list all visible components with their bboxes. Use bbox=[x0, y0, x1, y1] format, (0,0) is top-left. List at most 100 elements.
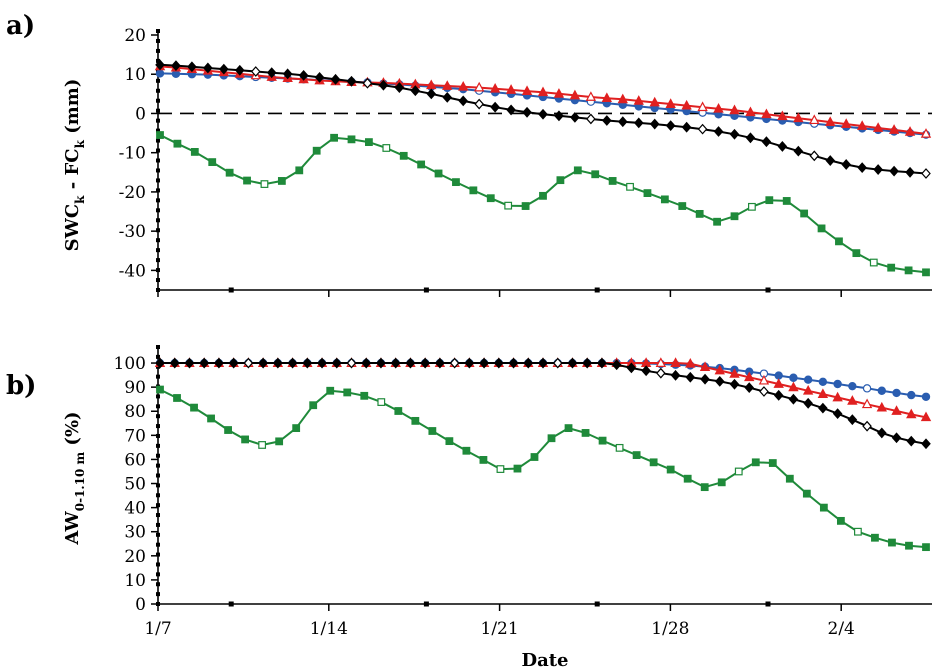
panel-a-series-diamond-point bbox=[538, 108, 548, 120]
panel-a-series-diamond-point bbox=[665, 120, 676, 132]
panel-b-x-tick-label: 1/21 bbox=[481, 619, 519, 639]
panel-a-x-minor-tick bbox=[765, 287, 771, 293]
panel-b-series-circle-point bbox=[877, 386, 887, 395]
panel-b-ylabel-tail: (%) bbox=[62, 411, 83, 451]
panel-b-series-triangle-point bbox=[685, 358, 696, 368]
panel-a-y-minor-tick bbox=[156, 258, 160, 263]
panel-a-series-square-point bbox=[225, 168, 234, 177]
panel-b-y-minor-tick bbox=[156, 374, 160, 379]
panel-a-series-square-point bbox=[748, 202, 756, 211]
panel-b-series-square-point bbox=[394, 407, 403, 415]
panel-a-series-diamond-point bbox=[905, 166, 915, 178]
panel-a-series-triangle-point bbox=[553, 88, 565, 98]
panel-a-series-square-point bbox=[469, 186, 478, 195]
panel-b-x-minor-tick bbox=[594, 601, 600, 607]
panel-a-series-diamond-point bbox=[187, 61, 197, 73]
panel-b-series-diamond-point bbox=[273, 357, 283, 369]
panel-b-series-triangle-point bbox=[699, 361, 711, 372]
panel-b-series-square-point bbox=[207, 414, 215, 423]
panel-b-y-tick-label: 20 bbox=[124, 547, 146, 567]
panel-b-y-tick-label: 40 bbox=[124, 499, 146, 519]
panel-a-series-triangle-point bbox=[569, 89, 581, 100]
panel-b-series-diamond-point bbox=[714, 375, 725, 387]
panel-a-series-diamond-point bbox=[761, 136, 772, 148]
panel-b-series-diamond-point bbox=[228, 357, 239, 369]
panel-b-series-square-point bbox=[547, 434, 556, 443]
panel-a-series-triangle-point bbox=[729, 104, 740, 115]
panel-a-series-diamond-point bbox=[777, 141, 788, 152]
panel-a-y-tick-label: 20 bbox=[124, 26, 146, 46]
panel-b-series-diamond-point bbox=[287, 357, 298, 369]
panel-a-series-square-point bbox=[782, 197, 791, 205]
panel-b-series-triangle-point bbox=[744, 371, 755, 382]
panel-b-series-square-point bbox=[411, 416, 420, 425]
panel-a-ylabel: SWCk - FCk (mm) bbox=[62, 79, 87, 252]
panel-b-series-diamond-point bbox=[361, 357, 372, 369]
panel-b-y-minor-tick bbox=[156, 453, 160, 458]
panel-a-series-triangle-point bbox=[904, 126, 916, 136]
panel-b-series-square-point bbox=[156, 385, 164, 394]
panel-a-series-triangle-point bbox=[825, 116, 836, 126]
panel-a-series-diamond-point bbox=[633, 117, 644, 129]
panel-b-series-square-point bbox=[615, 443, 624, 452]
panel-b-series-diamond-point bbox=[552, 357, 563, 369]
panel-a-y-minor-tick bbox=[156, 29, 160, 33]
panel-b-series-triangle-point bbox=[802, 384, 814, 395]
panel-a-series-square-point bbox=[399, 151, 408, 160]
panel-a-series-diamond-point bbox=[617, 116, 628, 128]
panel-b-series-diamond-point bbox=[567, 357, 578, 369]
panel-b-series-diamond-point bbox=[773, 389, 784, 401]
panel-a-y-minor-tick bbox=[156, 218, 160, 223]
panel-b-series-triangle-point bbox=[891, 405, 902, 415]
panel-b-series-diamond-point bbox=[582, 357, 592, 369]
panel-a-series-triangle-point bbox=[665, 98, 676, 108]
panel-a-series-diamond-point bbox=[346, 75, 357, 87]
panel-b-series-diamond-point bbox=[538, 357, 548, 369]
panel-b-y-minor-tick bbox=[156, 542, 160, 547]
panel-a-y-tick-label: -40 bbox=[119, 261, 146, 281]
panel-a-series-square-point bbox=[695, 209, 704, 218]
panel-a-series-triangle-point bbox=[505, 84, 517, 94]
panel-b-series-square-point bbox=[598, 436, 607, 445]
panel-a-series-triangle-point bbox=[697, 101, 708, 112]
panel-b-series-square-point bbox=[309, 401, 318, 410]
panel-a-series-square-point bbox=[887, 263, 896, 272]
panel-a-y-minor-tick bbox=[156, 88, 160, 93]
panel-a-series-diamond-point bbox=[298, 70, 309, 81]
panel-a-series-diamond-point bbox=[921, 168, 931, 179]
panel-a-series-triangle-point bbox=[920, 128, 932, 138]
panel-a-y-tick-label: -30 bbox=[119, 222, 146, 242]
panel-a-y-minor-tick bbox=[156, 58, 160, 63]
panel-b-y-minor-tick bbox=[156, 493, 160, 498]
panel-b-series-diamond-point bbox=[685, 371, 696, 383]
panel-b-label: b) bbox=[6, 371, 36, 401]
panel-b-series-square-point bbox=[564, 424, 573, 433]
panel-b-series-circle-point bbox=[907, 390, 916, 400]
panel-b-series-square-point bbox=[751, 458, 760, 467]
panel-b-series-diamond-point bbox=[611, 359, 622, 371]
panel-a-series-square-point bbox=[260, 180, 269, 188]
panel-a-series-diamond-point bbox=[713, 126, 724, 137]
panel-b-series-square-point bbox=[343, 388, 352, 397]
panel-a-series-triangle-point bbox=[601, 92, 613, 103]
panel-b-axes: 0 10 20 30 40 50 60 70 80 90 100 1/7 1/14 1/21 1/28 2/4… bbox=[114, 345, 932, 639]
panel-b-series-square-point bbox=[496, 465, 505, 473]
panel-b-y-tick-label: 90 bbox=[124, 378, 146, 398]
panel-a-series-square-point bbox=[904, 266, 913, 275]
panel-a-series-square-point bbox=[556, 176, 565, 185]
panel-b-y-minor-tick bbox=[156, 513, 160, 518]
panel-b-series-diamond-point bbox=[788, 393, 799, 405]
panel-a-series-square-point bbox=[539, 191, 547, 200]
panel-a-series-square-point bbox=[382, 144, 391, 152]
panel-a-series-triangle-point bbox=[649, 96, 660, 107]
panel-a-y-minor-tick bbox=[156, 128, 160, 133]
panel-a-series-triangle-point bbox=[521, 85, 533, 96]
panel-a-series-square-point bbox=[800, 209, 809, 218]
panel-a-y-minor-tick bbox=[156, 158, 160, 163]
panel-b-ylabel-main: AW bbox=[62, 511, 83, 546]
panel-b-series-triangle-point bbox=[773, 378, 784, 388]
panel-b-y-tick-label: 30 bbox=[124, 523, 146, 543]
panel-a-series bbox=[154, 59, 932, 277]
panel-b-y-minor-tick bbox=[156, 404, 160, 409]
